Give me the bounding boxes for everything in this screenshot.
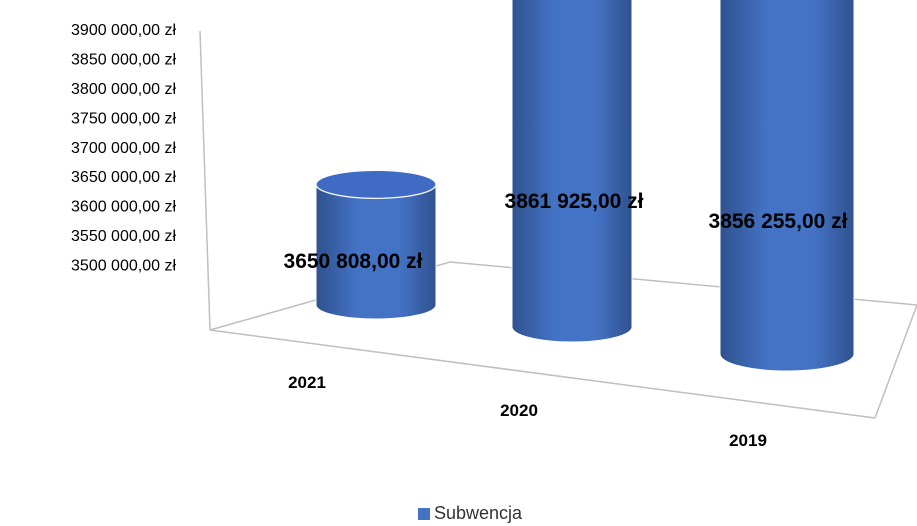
bar-body bbox=[511, 0, 633, 343]
x-tick-label: 2019 bbox=[729, 431, 767, 450]
y-axis-ticks: 3900 000,00 zł 3850 000,00 zł 3800 000,00 … bbox=[71, 22, 176, 274]
bars bbox=[315, 0, 855, 372]
y-tick-label: 3850 000,00 zł bbox=[71, 52, 176, 69]
legend: Subwencja bbox=[418, 503, 522, 524]
bar-2020 bbox=[511, 0, 633, 343]
right-wall-line bbox=[874, 304, 917, 419]
bar-body bbox=[719, 0, 855, 372]
y-tick-label: 3800 000,00 zł bbox=[71, 81, 176, 98]
x-axis-ticks: 2021 2020 2019 bbox=[288, 373, 767, 450]
legend-label: Subwencja bbox=[434, 503, 523, 523]
bar-2021 bbox=[315, 169, 437, 320]
data-label: 3861 925,00 zł bbox=[505, 190, 644, 213]
data-label: 3856 255,00 zł bbox=[709, 210, 848, 233]
y-tick-label: 3650 000,00 zł bbox=[71, 169, 176, 186]
x-tick-label: 2021 bbox=[288, 373, 326, 392]
bar-top bbox=[315, 169, 437, 199]
data-labels: 3650 808,00 zł 3861 925,00 zł 3856 255,00 … bbox=[284, 190, 848, 273]
data-label: 3650 808,00 zł bbox=[284, 250, 423, 273]
y-tick-label: 3500 000,00 zł bbox=[71, 257, 176, 274]
y-tick-label: 3750 000,00 zł bbox=[71, 110, 176, 127]
bar-body bbox=[315, 183, 437, 320]
bar-2019 bbox=[719, 0, 855, 372]
x-tick-label: 2020 bbox=[500, 401, 538, 420]
y-tick-label: 3550 000,00 zł bbox=[71, 228, 176, 245]
y-tick-label: 3900 000,00 zł bbox=[71, 22, 176, 39]
y-tick-label: 3700 000,00 zł bbox=[71, 140, 176, 157]
legend-swatch bbox=[418, 507, 430, 520]
floor-front-line bbox=[209, 329, 876, 419]
y-tick-label: 3600 000,00 zł bbox=[71, 199, 176, 216]
y-axis-wall-line bbox=[199, 30, 211, 331]
axis-walls bbox=[199, 30, 917, 419]
